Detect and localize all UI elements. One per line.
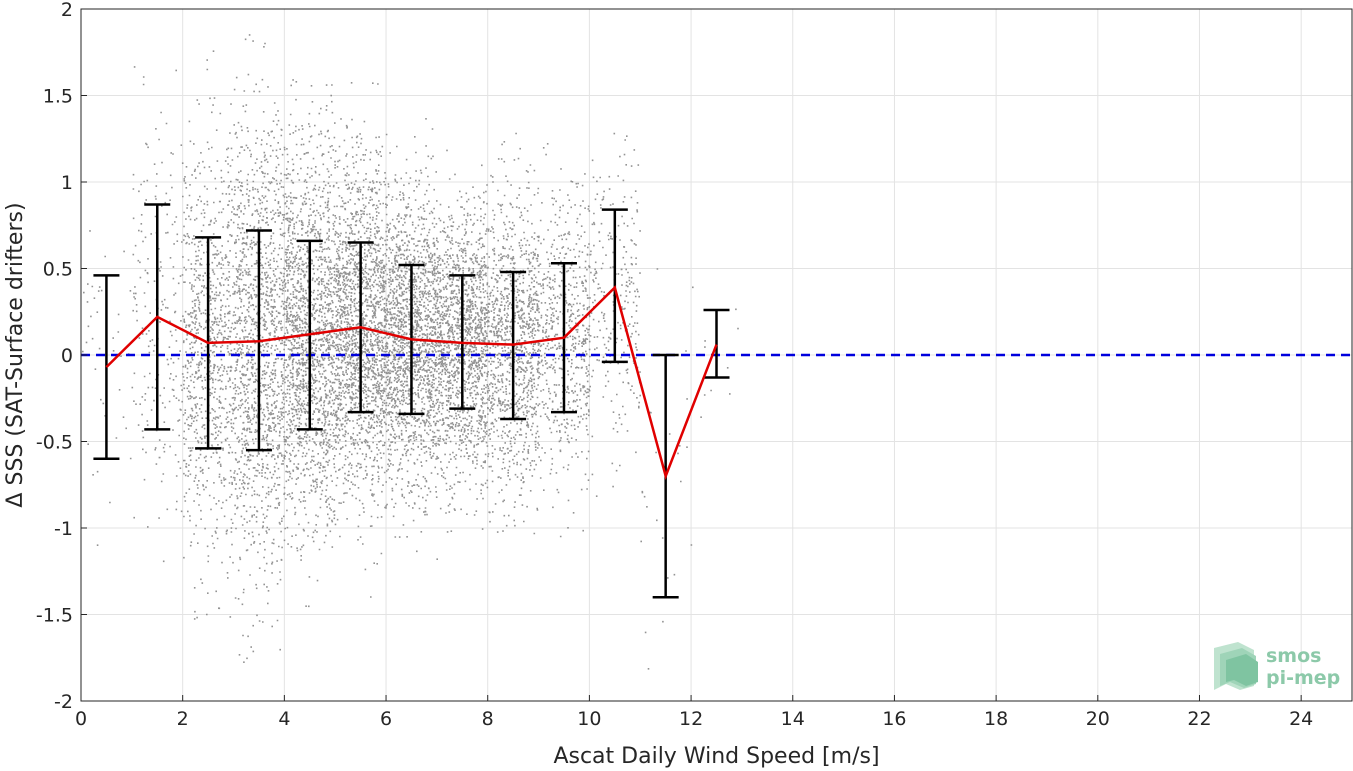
y-tick-label: -1.5 [36, 605, 73, 627]
error-bars [93, 203, 730, 599]
x-tick-label: 14 [781, 708, 805, 730]
logo-line2: pi-mep [1266, 667, 1340, 689]
x-tick-label: 4 [278, 708, 290, 730]
x-tick-label: 18 [984, 708, 1008, 730]
error-bar [703, 308, 730, 379]
x-tick-label: 24 [1289, 708, 1313, 730]
x-tick-label: 12 [679, 708, 703, 730]
x-tick-label: 6 [380, 708, 392, 730]
smos-pimep-logo: smos pi-mep [1214, 642, 1340, 690]
x-tick-label: 22 [1187, 708, 1211, 730]
y-axis-ticks: 2 1.5 1 0.5 0 -0.5 -1 -1.5 -2 [36, 0, 87, 713]
y-axis-label: Δ SSS (SAT-Surface drifters) [3, 202, 28, 507]
mean-line [105, 285, 718, 481]
y-tick-label: 0.5 [43, 259, 73, 281]
x-tick-label: 20 [1086, 708, 1110, 730]
y-tick-label: 1.5 [43, 86, 73, 108]
y-tick-label: -0.5 [36, 432, 73, 454]
x-axis-label: Ascat Daily Wind Speed [m/s] [553, 744, 879, 769]
x-tick-label: 2 [177, 708, 189, 730]
y-tick-label: 0 [61, 345, 73, 367]
logo-mark-icon [1214, 642, 1258, 690]
x-tick-label: 8 [482, 708, 494, 730]
y-tick-label: 1 [61, 172, 73, 194]
x-tick-label: 10 [577, 708, 601, 730]
y-tick-label: -1 [54, 518, 73, 540]
x-axis-ticks: 0 2 4 6 8 10 12 14 16 18 20 22 24 [75, 695, 1313, 730]
logo-line1: smos [1266, 645, 1321, 667]
x-tick-label: 0 [75, 708, 87, 730]
y-tick-label: -2 [54, 691, 73, 713]
x-tick-label: 16 [882, 708, 906, 730]
y-tick-label: 2 [61, 0, 73, 21]
